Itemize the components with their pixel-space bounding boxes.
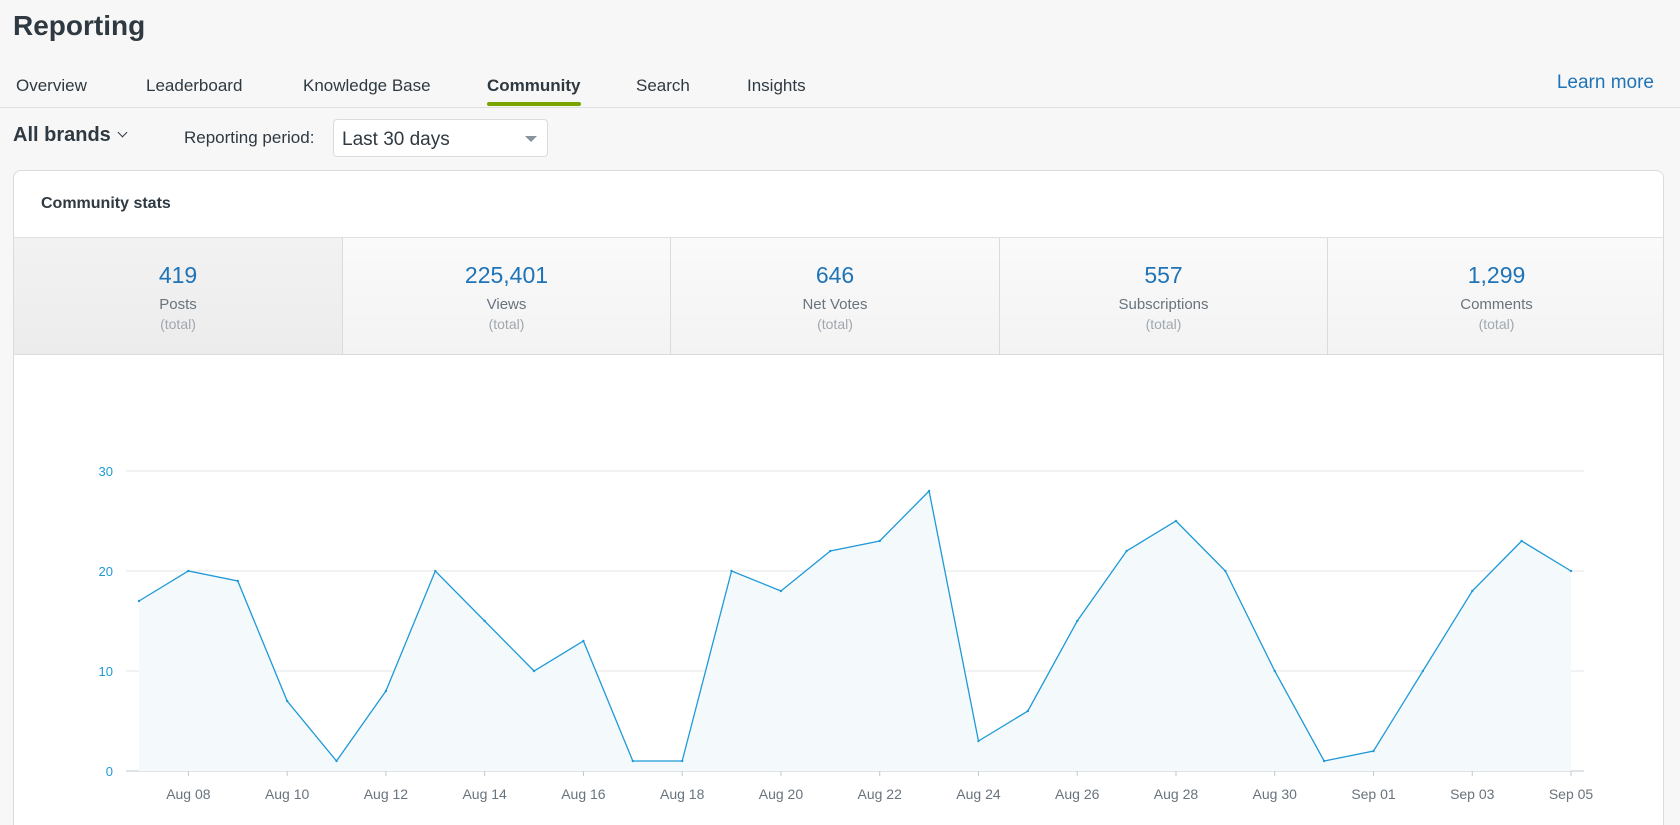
x-tick-label: Aug 30 — [1253, 786, 1298, 802]
data-point — [1372, 749, 1375, 753]
data-point — [285, 699, 289, 703]
data-point — [582, 639, 585, 643]
stat-value: 646 — [815, 262, 855, 288]
brand-filter-dropdown[interactable]: All brands — [13, 124, 128, 147]
x-tick-label: Aug 10 — [265, 786, 310, 802]
series-area — [139, 491, 1572, 771]
data-point — [384, 689, 388, 693]
data-point — [1224, 569, 1227, 573]
data-point — [977, 739, 980, 743]
reporting-period-label: Reporting period: — [184, 128, 315, 147]
card-title: Community stats — [41, 195, 171, 212]
x-tick-label: Sep 03 — [1450, 786, 1495, 802]
stat-sublabel: (total) — [160, 316, 196, 332]
stat-value: 419 — [158, 262, 198, 288]
data-point — [483, 619, 486, 623]
y-tick-label: 30 — [99, 464, 113, 479]
reporting-period-select[interactable]: Last 30 days — [333, 119, 548, 157]
x-tick-label: Aug 18 — [660, 786, 705, 802]
stat-label: Posts — [159, 296, 197, 313]
x-tick-label: Sep 05 — [1549, 786, 1594, 802]
stat-label: Subscriptions — [1118, 296, 1209, 313]
data-point — [1076, 619, 1079, 623]
community-stats-card: Community stats 419 Posts (total) 225,40… — [13, 170, 1664, 825]
tab-community[interactable]: Community — [487, 76, 581, 95]
posts-area-chart: 0 10 20 30 Aug 08 Aug 10 Aug 12 Aug 14 Aug 16 Aug… — [99, 464, 1594, 802]
data-point — [1273, 669, 1276, 673]
stat-posts[interactable]: 419 Posts (total) — [14, 238, 343, 354]
y-tick-label: 20 — [99, 564, 113, 579]
x-tick-label: Aug 22 — [858, 786, 903, 802]
brand-filter-label: All brands — [13, 124, 111, 146]
stat-value: 225,401 — [464, 262, 549, 288]
tab-search[interactable]: Search — [636, 76, 690, 95]
x-tick-label: Aug 24 — [956, 786, 1001, 802]
stat-net-votes[interactable]: 646 Net Votes (total) — [671, 238, 1000, 354]
tab-overview[interactable]: Overview — [16, 76, 87, 95]
data-point — [1125, 549, 1128, 553]
data-point — [1322, 759, 1326, 763]
data-point — [1421, 669, 1425, 673]
data-point — [730, 569, 733, 573]
x-tick-label: Aug 26 — [1055, 786, 1100, 802]
learn-more-link[interactable]: Learn more — [1556, 72, 1654, 93]
x-tick-label: Aug 16 — [561, 786, 606, 802]
data-point — [434, 569, 437, 573]
page-title: Reporting — [13, 10, 146, 41]
tab-insights[interactable]: Insights — [747, 76, 806, 95]
chevron-down-icon — [117, 127, 128, 138]
stat-value: 1,299 — [1467, 262, 1526, 288]
data-point — [236, 579, 239, 583]
data-point — [1520, 539, 1523, 543]
stat-label: Net Votes — [802, 296, 868, 313]
y-tick-label: 10 — [99, 664, 113, 679]
data-point — [137, 599, 141, 603]
data-point — [829, 549, 832, 553]
reporting-period-value: Last 30 days — [342, 129, 450, 150]
stat-comments[interactable]: 1,299 Comments (total) — [1328, 238, 1663, 354]
data-point — [631, 759, 634, 763]
stat-sublabel: (total) — [817, 316, 853, 332]
stat-label: Views — [486, 296, 527, 313]
x-tick-label: Aug 08 — [166, 786, 211, 802]
stat-views[interactable]: 225,401 Views (total) — [343, 238, 671, 354]
data-point — [927, 489, 931, 493]
stat-subscriptions[interactable]: 557 Subscriptions (total) — [1000, 238, 1328, 354]
series-line — [138, 489, 1572, 763]
x-tick-label: Aug 12 — [364, 786, 409, 802]
data-point — [779, 589, 783, 593]
tab-bar: Overview Leaderboard Knowledge Base Comm… — [0, 58, 1680, 108]
stat-label: Comments — [1460, 296, 1533, 313]
caret-down-icon — [525, 136, 537, 142]
data-point — [335, 759, 338, 763]
tab-knowledge-base[interactable]: Knowledge Base — [303, 76, 431, 95]
data-point — [187, 569, 190, 573]
tab-leaderboard[interactable]: Leaderboard — [146, 76, 243, 95]
data-point — [878, 539, 881, 543]
divider — [14, 237, 1663, 238]
y-tick-label: 0 — [106, 764, 113, 779]
data-point — [1026, 709, 1030, 713]
stat-sublabel: (total) — [488, 316, 525, 332]
data-point — [1471, 589, 1474, 593]
data-point — [532, 669, 536, 673]
stat-sublabel: (total) — [1145, 316, 1182, 332]
data-point — [1174, 519, 1178, 523]
data-point — [680, 759, 684, 763]
x-tick-label: Aug 20 — [759, 786, 804, 802]
data-point — [1569, 569, 1573, 573]
x-tick-label: Aug 28 — [1154, 786, 1199, 802]
x-tick-label: Sep 01 — [1351, 786, 1396, 802]
stat-sublabel: (total) — [1478, 316, 1515, 332]
stat-value: 557 — [1144, 262, 1183, 288]
active-tab-indicator — [487, 102, 581, 106]
x-tick-label: Aug 14 — [462, 786, 507, 802]
stats-row: 419 Posts (total) 225,401 Views (total) … — [14, 238, 1663, 355]
